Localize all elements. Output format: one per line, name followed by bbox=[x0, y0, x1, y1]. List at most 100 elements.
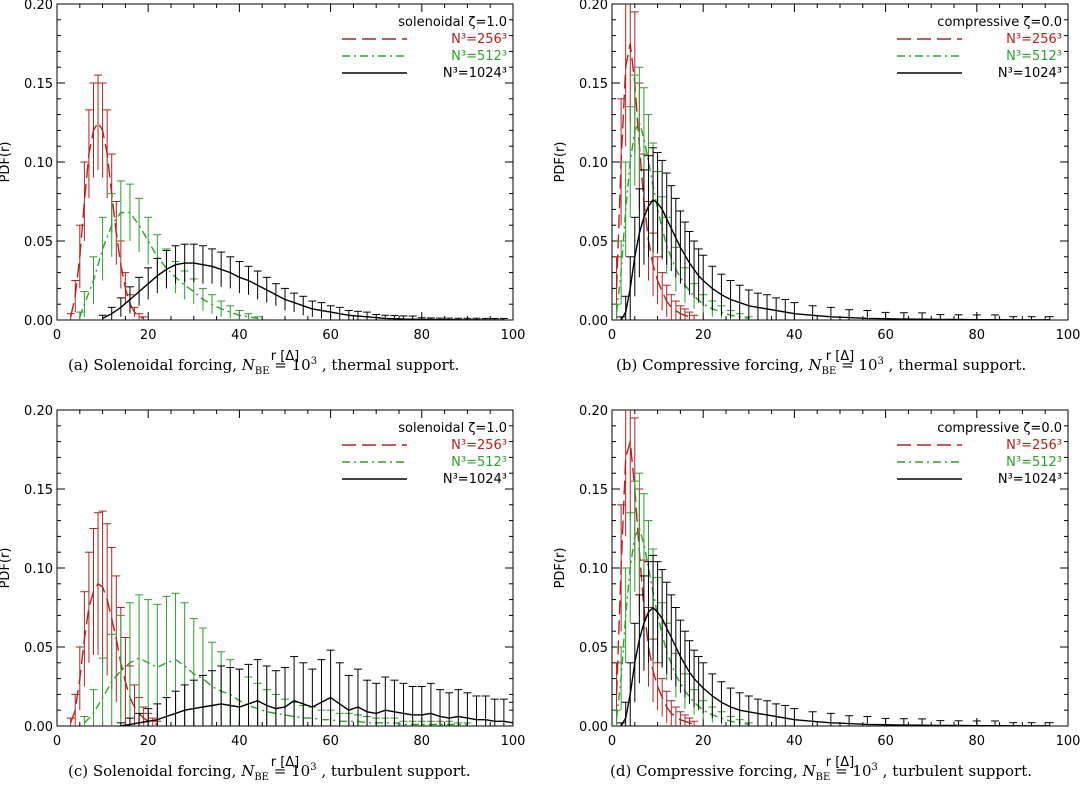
y-tick-label: 0.05 bbox=[579, 235, 608, 250]
caption-suffix: , thermal support. bbox=[317, 356, 460, 374]
x-tick-label: 60 bbox=[877, 734, 894, 749]
series-n256 bbox=[66, 74, 148, 320]
legend-title: solenoidal ζ=1.0 bbox=[398, 421, 507, 436]
x-tick-label: 20 bbox=[695, 328, 712, 343]
series-n512 bbox=[75, 180, 262, 320]
y-tick-label: 0.15 bbox=[24, 483, 53, 498]
caption-d: (d) Compressive forcing, NBE = 103 , tur… bbox=[610, 762, 1032, 783]
x-tick-label: 100 bbox=[1056, 734, 1080, 749]
series-line bbox=[620, 606, 1050, 726]
caption-nbe_sub: BE bbox=[821, 366, 837, 377]
legend-entry: N³=256³ bbox=[1006, 32, 1062, 47]
y-axis-label: PDF(r) bbox=[0, 548, 13, 589]
y-tick-label: 0.15 bbox=[579, 77, 608, 92]
series-line bbox=[83, 657, 468, 726]
caption-prefix: (d) Compressive forcing, bbox=[610, 762, 803, 780]
x-tick-label: 80 bbox=[969, 734, 986, 749]
y-tick-label: 0.10 bbox=[579, 156, 608, 171]
caption-c: (c) Solenoidal forcing, NBE = 103 , turb… bbox=[68, 762, 471, 783]
y-tick-label: 0.10 bbox=[579, 562, 608, 577]
x-tick-label: 60 bbox=[877, 328, 894, 343]
series-n512 bbox=[612, 66, 753, 320]
caption-suffix: , thermal support. bbox=[883, 356, 1027, 374]
x-tick-label: 20 bbox=[140, 328, 157, 343]
caption-nbe: N bbox=[802, 762, 816, 780]
y-tick-label: 0.05 bbox=[24, 235, 53, 250]
legend-entry: N³=1024³ bbox=[443, 66, 507, 81]
x-tick-label: 0 bbox=[53, 328, 61, 343]
caption-prefix: (c) Solenoidal forcing, bbox=[68, 762, 242, 780]
caption-suffix: , turbulent support. bbox=[316, 762, 471, 780]
panel-b: 0 20 40 60 80 100 0.00 0.05 0.10 0.15 0.20 r [Δ] PDF… bbox=[553, 0, 1080, 364]
x-tick-label: 80 bbox=[414, 734, 431, 749]
series-line bbox=[79, 211, 258, 320]
legend-entry: N³=256³ bbox=[1006, 438, 1062, 453]
caption-eq: = 10 bbox=[268, 762, 311, 780]
caption-eq_sup: 3 bbox=[310, 356, 318, 367]
y-tick-label: 0.00 bbox=[24, 314, 53, 329]
x-tick-label: 80 bbox=[969, 328, 986, 343]
series-line bbox=[615, 43, 695, 320]
x-tick-label: 60 bbox=[322, 734, 339, 749]
plot-area bbox=[612, 410, 1054, 726]
caption-prefix: (a) Solenoidal forcing, bbox=[68, 356, 242, 374]
caption-nbe: N bbox=[241, 762, 255, 780]
series-line bbox=[120, 696, 513, 726]
series-n256 bbox=[66, 510, 162, 726]
plot-area bbox=[66, 510, 513, 726]
legend-entry: N³=1024³ bbox=[998, 66, 1062, 81]
y-tick-label: 0.20 bbox=[579, 404, 608, 419]
panel-a: 0 20 40 60 80 100 0.00 0.05 0.10 0.15 0.20 r [Δ] PDF… bbox=[0, 0, 525, 364]
caption-nbe: N bbox=[808, 356, 822, 374]
series-line bbox=[70, 582, 158, 726]
x-tick-label: 100 bbox=[501, 734, 526, 749]
caption-eq: = 10 bbox=[830, 762, 872, 780]
y-tick-label: 0.05 bbox=[579, 641, 608, 656]
y-tick-label: 0.05 bbox=[24, 641, 53, 656]
x-axis-label: r [Δ] bbox=[271, 349, 300, 364]
legend-title: solenoidal ζ=1.0 bbox=[398, 15, 507, 30]
x-tick-label: 20 bbox=[695, 734, 712, 749]
series-line bbox=[70, 121, 144, 320]
series-n1024 bbox=[98, 243, 508, 320]
caption-suffix: , turbulent support. bbox=[877, 762, 1033, 780]
x-tick-label: 0 bbox=[53, 734, 61, 749]
x-tick-label: 40 bbox=[231, 328, 248, 343]
legend-entry: N³=1024³ bbox=[998, 472, 1062, 487]
panel-d: 0 20 40 60 80 100 0.00 0.05 0.10 0.15 0.20 r [Δ] PDF… bbox=[553, 404, 1080, 770]
y-tick-label: 0.00 bbox=[579, 720, 608, 735]
caption-eq_sup: 3 bbox=[871, 762, 878, 773]
caption-nbe_sub: BE bbox=[254, 366, 270, 377]
x-tick-label: 100 bbox=[1056, 328, 1080, 343]
x-axis-label: r [Δ] bbox=[271, 755, 300, 770]
y-tick-label: 0.20 bbox=[24, 0, 53, 13]
x-tick-label: 40 bbox=[231, 734, 248, 749]
x-tick-label: 40 bbox=[786, 734, 803, 749]
y-tick-label: 0.15 bbox=[579, 483, 608, 498]
caption-a: (a) Solenoidal forcing, NBE = 103 , ther… bbox=[68, 356, 459, 377]
x-tick-label: 20 bbox=[140, 734, 157, 749]
series-line bbox=[620, 198, 1050, 320]
series-line bbox=[615, 120, 749, 320]
caption-prefix: (b) Compressive forcing, bbox=[616, 356, 809, 374]
x-tick-label: 0 bbox=[608, 734, 616, 749]
panel-c: 0 20 40 60 80 100 0.00 0.05 0.10 0.15 0.20 r [Δ] PDF… bbox=[0, 404, 525, 770]
x-axis-label: r [Δ] bbox=[826, 349, 855, 364]
legend-entry: N³=256³ bbox=[451, 32, 507, 47]
caption-nbe: N bbox=[241, 356, 255, 374]
y-tick-label: 0.10 bbox=[24, 562, 53, 577]
x-tick-label: 60 bbox=[322, 328, 339, 343]
y-tick-label: 0.10 bbox=[24, 156, 53, 171]
legend-entry: N³=512³ bbox=[451, 455, 507, 470]
caption-nbe_sub: BE bbox=[254, 772, 269, 783]
y-axis-label: PDF(r) bbox=[553, 548, 568, 589]
legend-entry: N³=512³ bbox=[451, 49, 507, 64]
y-tick-label: 0.00 bbox=[24, 720, 53, 735]
y-tick-label: 0.20 bbox=[579, 0, 608, 13]
x-tick-label: 80 bbox=[414, 328, 431, 343]
legend-entry: N³=1024³ bbox=[443, 472, 507, 487]
x-tick-label: 100 bbox=[501, 328, 526, 343]
legend-entry: N³=512³ bbox=[1006, 49, 1062, 64]
legend-title: compressive ζ=0.0 bbox=[937, 15, 1062, 30]
